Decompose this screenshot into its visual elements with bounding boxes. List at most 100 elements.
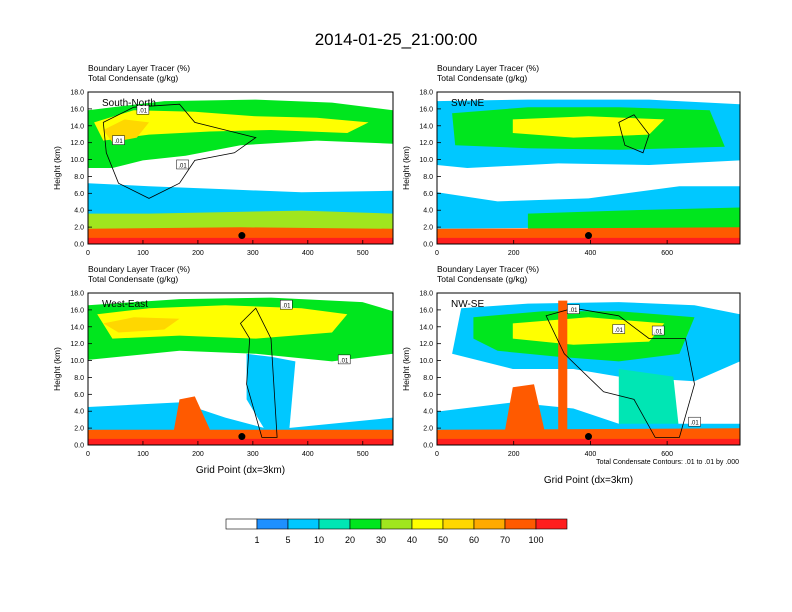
x-tick-label: 200 <box>192 451 204 458</box>
colorbar-label: 60 <box>469 535 479 545</box>
panel-west-east: .01 .01 Boundary Layer Tracer (%)Total Con… <box>52 264 394 476</box>
colorbar-box <box>349 518 382 530</box>
panel-header-line1: Boundary Layer Tracer (%) <box>437 63 539 73</box>
contour-line <box>102 103 257 199</box>
y-tick-label: 18.0 <box>419 90 433 97</box>
x-tick-label: 200 <box>508 451 520 458</box>
colorbar-box <box>225 518 258 530</box>
colorbar-label: 5 <box>285 535 290 545</box>
y-tick-label: 18.0 <box>419 291 433 298</box>
field-band <box>94 110 369 141</box>
location-marker <box>238 232 246 240</box>
field-band <box>512 116 665 138</box>
panel-header-line2: Total Condensate (g/kg) <box>437 274 527 284</box>
field-band <box>173 396 210 433</box>
y-tick-label: 12.0 <box>419 140 433 147</box>
field-band <box>512 317 665 345</box>
x-axis-label: Grid Point (dx=3km) <box>544 475 633 486</box>
contour-label: .01 <box>139 109 148 115</box>
plot-frame <box>436 292 741 446</box>
y-tick-label: 16.0 <box>419 106 433 113</box>
y-tick-label: 16.0 <box>70 106 84 113</box>
colorbar-box <box>535 518 568 530</box>
field-band <box>527 207 740 229</box>
contour-label: .01 <box>114 139 123 145</box>
contour-label: .01 <box>178 163 187 169</box>
contour-label: .01 <box>282 304 291 310</box>
field-band <box>437 237 740 244</box>
field-layer <box>437 92 740 244</box>
field-band <box>618 369 680 433</box>
x-tick-label: 0 <box>86 451 90 458</box>
field-band <box>246 353 296 430</box>
panel-label: South-North <box>102 98 156 109</box>
y-tick-label: 14.0 <box>419 324 433 331</box>
contour-label: .01 <box>569 308 578 314</box>
colorbar-box <box>504 518 537 530</box>
contour-label-box <box>176 159 189 170</box>
colorbar-box <box>256 518 289 530</box>
contour-label: .01 <box>654 330 663 336</box>
x-tick-label: 400 <box>302 451 314 458</box>
contour-label: .01 <box>690 421 699 427</box>
y-tick-label: 16.0 <box>419 307 433 314</box>
x-tick-label: 300 <box>247 451 259 458</box>
y-tick-label: 2.0 <box>74 426 84 433</box>
panel-header-line1: Boundary Layer Tracer (%) <box>88 264 190 274</box>
y-tick-label: 18.0 <box>70 90 84 97</box>
field-layer <box>88 92 393 244</box>
contour-label-box <box>337 354 351 365</box>
y-tick-label: 14.0 <box>70 324 84 331</box>
y-tick-label: 4.0 <box>423 409 433 416</box>
field-band <box>503 384 547 438</box>
field-band <box>103 317 180 333</box>
y-tick-label: 6.0 <box>74 191 84 198</box>
x-tick-label: 200 <box>508 250 520 257</box>
footnote: Total Condensate Contours: .01 to .01 by… <box>596 459 739 466</box>
colorbar-box <box>442 518 475 530</box>
colorbar-box <box>473 518 506 530</box>
y-tick-label: 18.0 <box>70 291 84 298</box>
y-tick-label: 4.0 <box>423 208 433 215</box>
field-band <box>88 438 393 445</box>
contour-line <box>618 114 650 154</box>
colorbar: 1 5 10 20 30 40 50 60 70 100 <box>225 518 568 545</box>
contour-line <box>545 307 695 438</box>
colorbar-label: 100 <box>528 535 543 545</box>
colorbar-box <box>411 518 444 530</box>
x-axis-label: Grid Point (dx=3km) <box>196 465 285 476</box>
field-band <box>88 402 393 435</box>
y-tick-label: 4.0 <box>74 208 84 215</box>
contour-label-box <box>612 324 626 334</box>
y-tick-label: 10.0 <box>70 157 84 164</box>
colorbar-label: 70 <box>500 535 510 545</box>
y-tick-label: 0.0 <box>423 242 433 249</box>
panel-label: NW-SE <box>451 299 484 310</box>
plot-frame <box>87 91 394 245</box>
location-marker <box>585 433 592 441</box>
y-tick-label: 16.0 <box>70 307 84 314</box>
contour-line <box>239 307 278 438</box>
y-tick-label: 10.0 <box>70 358 84 365</box>
y-tick-label: 8.0 <box>74 174 84 181</box>
panel-header-line1: Boundary Layer Tracer (%) <box>437 264 539 274</box>
y-tick-label: 14.0 <box>70 123 84 130</box>
colorbar-label: 1 <box>254 535 259 545</box>
panel-header-line2: Total Condensate (g/kg) <box>88 73 178 83</box>
field-band <box>149 160 393 190</box>
y-tick-label: 10.0 <box>419 358 433 365</box>
field-layer <box>88 293 393 445</box>
colorbar-label: 20 <box>345 535 355 545</box>
y-tick-label: 8.0 <box>74 375 84 382</box>
field-band <box>558 300 568 445</box>
x-tick-label: 500 <box>357 250 369 257</box>
y-tick-label: 10.0 <box>419 157 433 164</box>
y-tick-label: 0.0 <box>74 443 84 450</box>
y-tick-label: 12.0 <box>70 341 84 348</box>
y-tick-label: 4.0 <box>74 409 84 416</box>
y-tick-label: 8.0 <box>423 375 433 382</box>
y-tick-label: 2.0 <box>423 225 433 232</box>
y-tick-label: 12.0 <box>419 341 433 348</box>
contour-label-box <box>567 304 580 314</box>
